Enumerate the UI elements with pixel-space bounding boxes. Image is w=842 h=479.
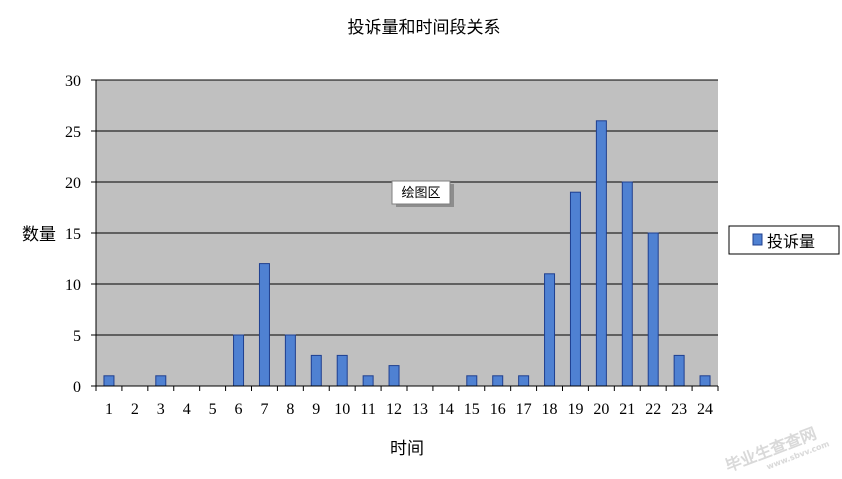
bar[interactable]	[258, 263, 270, 387]
x-tick-label: 7	[260, 401, 268, 418]
x-tick-label: 3	[157, 401, 165, 418]
bar[interactable]	[284, 334, 296, 387]
x-tick-label: 8	[286, 401, 294, 418]
x-tick-label: 16	[490, 401, 506, 418]
x-tick-label: 18	[542, 401, 558, 418]
plot-area-tooltip: 绘图区	[391, 180, 454, 207]
bar[interactable]	[673, 354, 685, 387]
y-tick-label: 30	[65, 73, 81, 90]
y-tick-label: 10	[65, 277, 81, 294]
bar[interactable]	[621, 181, 633, 387]
watermark: 毕业生查查网 www.sbvv.com	[723, 424, 831, 476]
y-tick-label: 20	[65, 175, 81, 192]
bar[interactable]	[155, 375, 167, 387]
x-tick-label: 19	[567, 401, 583, 418]
x-axis-title: 时间	[390, 439, 424, 459]
x-tick-label: 1	[105, 401, 113, 418]
y-tick-label: 25	[65, 124, 81, 141]
y-tick-label: 5	[73, 328, 81, 345]
x-tick-label: 23	[671, 401, 687, 418]
legend-label: 投诉量	[767, 232, 815, 251]
bar[interactable]	[518, 375, 530, 387]
y-axis-ticks: 0 5 10 15 20 25 30	[65, 73, 96, 396]
x-tick-label: 24	[697, 401, 713, 418]
bar[interactable]	[569, 191, 581, 387]
x-tick-label: 6	[235, 401, 243, 418]
bar[interactable]	[103, 375, 115, 387]
legend-box	[728, 225, 840, 255]
legend-swatch	[752, 233, 763, 246]
plot-area-tooltip-text: 绘图区	[401, 186, 440, 201]
bar[interactable]	[388, 365, 400, 387]
bar[interactable]	[310, 354, 322, 387]
bar[interactable]	[362, 375, 374, 387]
x-tick-label: 5	[209, 401, 217, 418]
bar[interactable]	[544, 273, 556, 387]
x-tick-label: 10	[334, 401, 350, 418]
x-axis-ticks: 1 2 3 4 5 6 7 8 9 10 11 12 13 14 15 16 17 18 19 20 21 22 23 24	[95, 386, 719, 418]
x-tick-label: 14	[438, 401, 454, 418]
x-tick-label: 22	[645, 401, 661, 418]
x-tick-label: 17	[516, 401, 532, 418]
x-tick-label: 15	[464, 401, 480, 418]
bar[interactable]	[233, 334, 245, 387]
x-tick-label: 21	[619, 401, 635, 418]
x-tick-label: 20	[593, 401, 609, 418]
x-tick-label: 2	[131, 401, 139, 418]
bar[interactable]	[647, 232, 659, 387]
y-tick-label: 0	[73, 379, 81, 396]
bar[interactable]	[492, 375, 504, 387]
bar[interactable]	[466, 375, 478, 387]
bar[interactable]	[699, 375, 711, 387]
x-tick-label: 9	[312, 401, 320, 418]
x-tick-label: 4	[183, 401, 191, 418]
x-tick-label: 11	[360, 401, 375, 418]
y-tick-label: 15	[65, 226, 81, 243]
bar[interactable]	[595, 120, 607, 387]
x-tick-label: 12	[386, 401, 402, 418]
legend[interactable]: 投诉量	[728, 225, 840, 255]
chart-title: 投诉量和时间段关系	[348, 18, 501, 38]
x-tick-label: 13	[412, 401, 428, 418]
y-axis-title: 数量	[22, 225, 56, 245]
bar[interactable]	[336, 354, 348, 387]
